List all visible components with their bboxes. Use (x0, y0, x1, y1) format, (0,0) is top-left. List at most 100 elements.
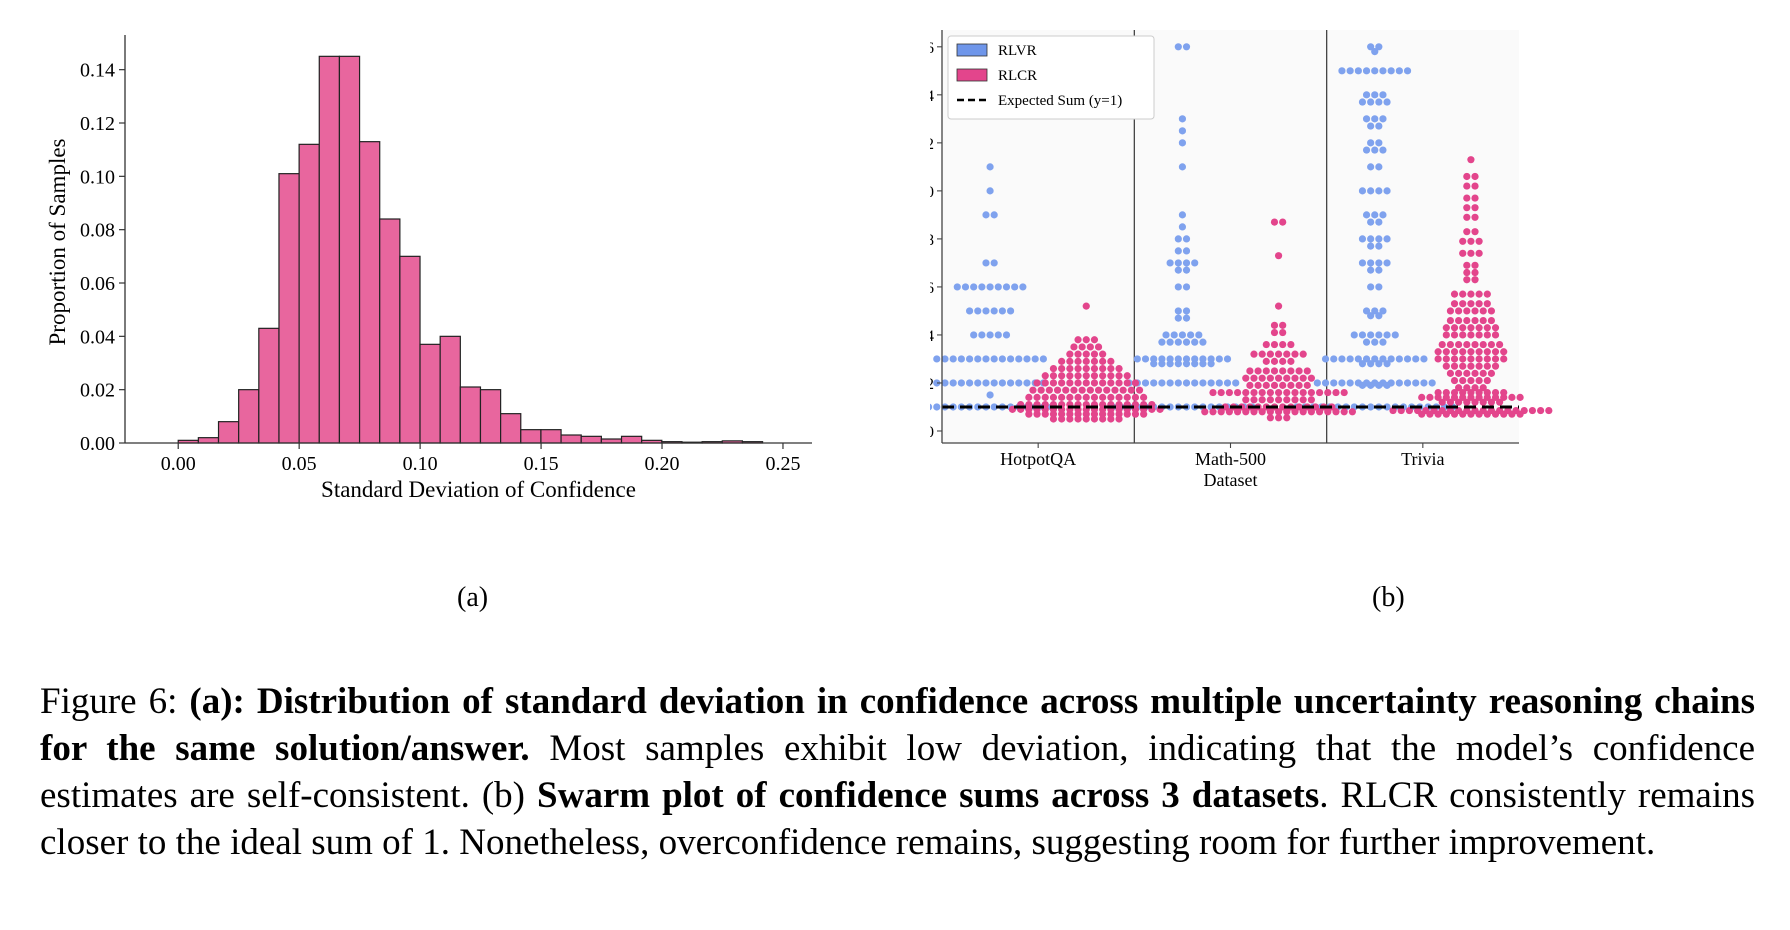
swarm-point (1199, 360, 1207, 368)
swarm-point (1487, 307, 1496, 315)
swarm-point (990, 403, 998, 411)
swarm-point (1446, 316, 1455, 325)
swarm-point (1387, 67, 1395, 75)
swarm-point (1258, 388, 1266, 397)
swarm-point (1375, 43, 1383, 51)
histogram-bar (238, 389, 260, 444)
swarm-point (1221, 403, 1229, 411)
swarm-point (1182, 338, 1191, 346)
swarm-point (1358, 235, 1367, 243)
swarm-point (1225, 408, 1233, 416)
swarm-point (998, 355, 1006, 363)
swarm-point (1191, 338, 1199, 346)
swarm-point (1463, 182, 1471, 190)
swarm-point (986, 187, 994, 195)
swarm-point (1338, 379, 1346, 387)
x-axis-label: Dataset (1204, 470, 1258, 490)
swarm-point (1099, 364, 1107, 373)
swarm-point (1475, 410, 1483, 418)
swarm-point (1225, 388, 1233, 397)
y-tick-label: 14 (930, 88, 934, 105)
swarm-point (1321, 379, 1330, 387)
swarm-point (1459, 249, 1467, 257)
swarm-point (1303, 367, 1311, 375)
swarm-point (1467, 290, 1475, 298)
swarm-point (1367, 242, 1375, 250)
swarm-point (1246, 381, 1254, 389)
swarm-point (1066, 393, 1074, 401)
swarm-point (1270, 340, 1279, 349)
swarm-point (1367, 235, 1375, 243)
swarm-point (1270, 367, 1279, 375)
figure-caption: Figure 6: (a): Distribution of standard … (40, 678, 1755, 866)
swarm-point (1467, 156, 1475, 164)
swarm-point (1107, 372, 1115, 380)
swarm-point (1078, 386, 1086, 394)
y-tick-label: 2 (930, 376, 934, 393)
swarm-point (1033, 379, 1041, 387)
swarm-point (1483, 362, 1491, 370)
swarm-point (986, 163, 994, 171)
swarm-point (1049, 379, 1058, 387)
histogram-bar (439, 335, 461, 444)
swarm-point (1459, 324, 1467, 332)
swarm-point (1375, 98, 1383, 106)
swarm-point (982, 307, 990, 315)
swarm-point (1367, 403, 1375, 411)
swarm-point (1438, 340, 1446, 349)
histogram-bar (217, 421, 240, 444)
swarm-point (1033, 410, 1041, 418)
swarm-point (1283, 408, 1291, 416)
swarm-point (1140, 393, 1148, 401)
swarm-point (1242, 396, 1250, 404)
swarm-point (1049, 393, 1058, 401)
swarm-point (1403, 355, 1412, 363)
swarm-point (1140, 410, 1148, 418)
swarm-point (1295, 367, 1303, 375)
histogram-bar (540, 429, 562, 444)
swarm-point (1491, 331, 1500, 339)
swarm-point (1006, 355, 1015, 363)
swarm-point (1471, 369, 1479, 377)
swarm-point (1463, 213, 1471, 221)
swarm-point (1375, 163, 1383, 171)
swarm-point (986, 283, 994, 291)
swarm-point (1283, 350, 1291, 358)
swarm-point (1262, 357, 1270, 365)
swarm-point (1332, 408, 1340, 416)
swarm-point (1283, 396, 1291, 404)
swarm-point (1074, 364, 1082, 373)
swarm-point (1450, 324, 1459, 332)
swarm-point (1367, 187, 1375, 195)
swarm-point (1174, 235, 1182, 243)
swarm-point (1279, 321, 1287, 329)
swarm-point (1475, 376, 1483, 385)
histogram-bar (520, 429, 542, 444)
swarm-point (1299, 408, 1307, 416)
swarm-point (1074, 350, 1082, 358)
swarm-point (1375, 139, 1383, 147)
swarm-point (1090, 393, 1099, 401)
y-tick-label: 8 (930, 232, 934, 249)
swarm-point (1537, 406, 1545, 415)
swarm-point (1442, 331, 1450, 339)
swarm-point (1434, 348, 1442, 356)
swarm-point (1037, 386, 1045, 394)
swarm-point (1270, 328, 1279, 337)
swarm-point (982, 259, 990, 267)
swarm-point (1162, 331, 1170, 339)
y-tick-label: 12 (930, 136, 934, 153)
swarm-point (1307, 396, 1315, 404)
swarm-point (1321, 355, 1330, 363)
swarm-point (1475, 290, 1483, 298)
swarm-point (1375, 218, 1383, 226)
swarm-point (1483, 393, 1491, 401)
swarm-point (1232, 379, 1240, 387)
swarm-point (1233, 408, 1242, 416)
swarm-point (1178, 163, 1187, 171)
swarm-point (1299, 350, 1307, 358)
swarm-point (1174, 283, 1182, 291)
swarm-point (1082, 415, 1090, 423)
y-tick-label: 0 (930, 424, 934, 441)
swarm-point (1371, 146, 1379, 154)
